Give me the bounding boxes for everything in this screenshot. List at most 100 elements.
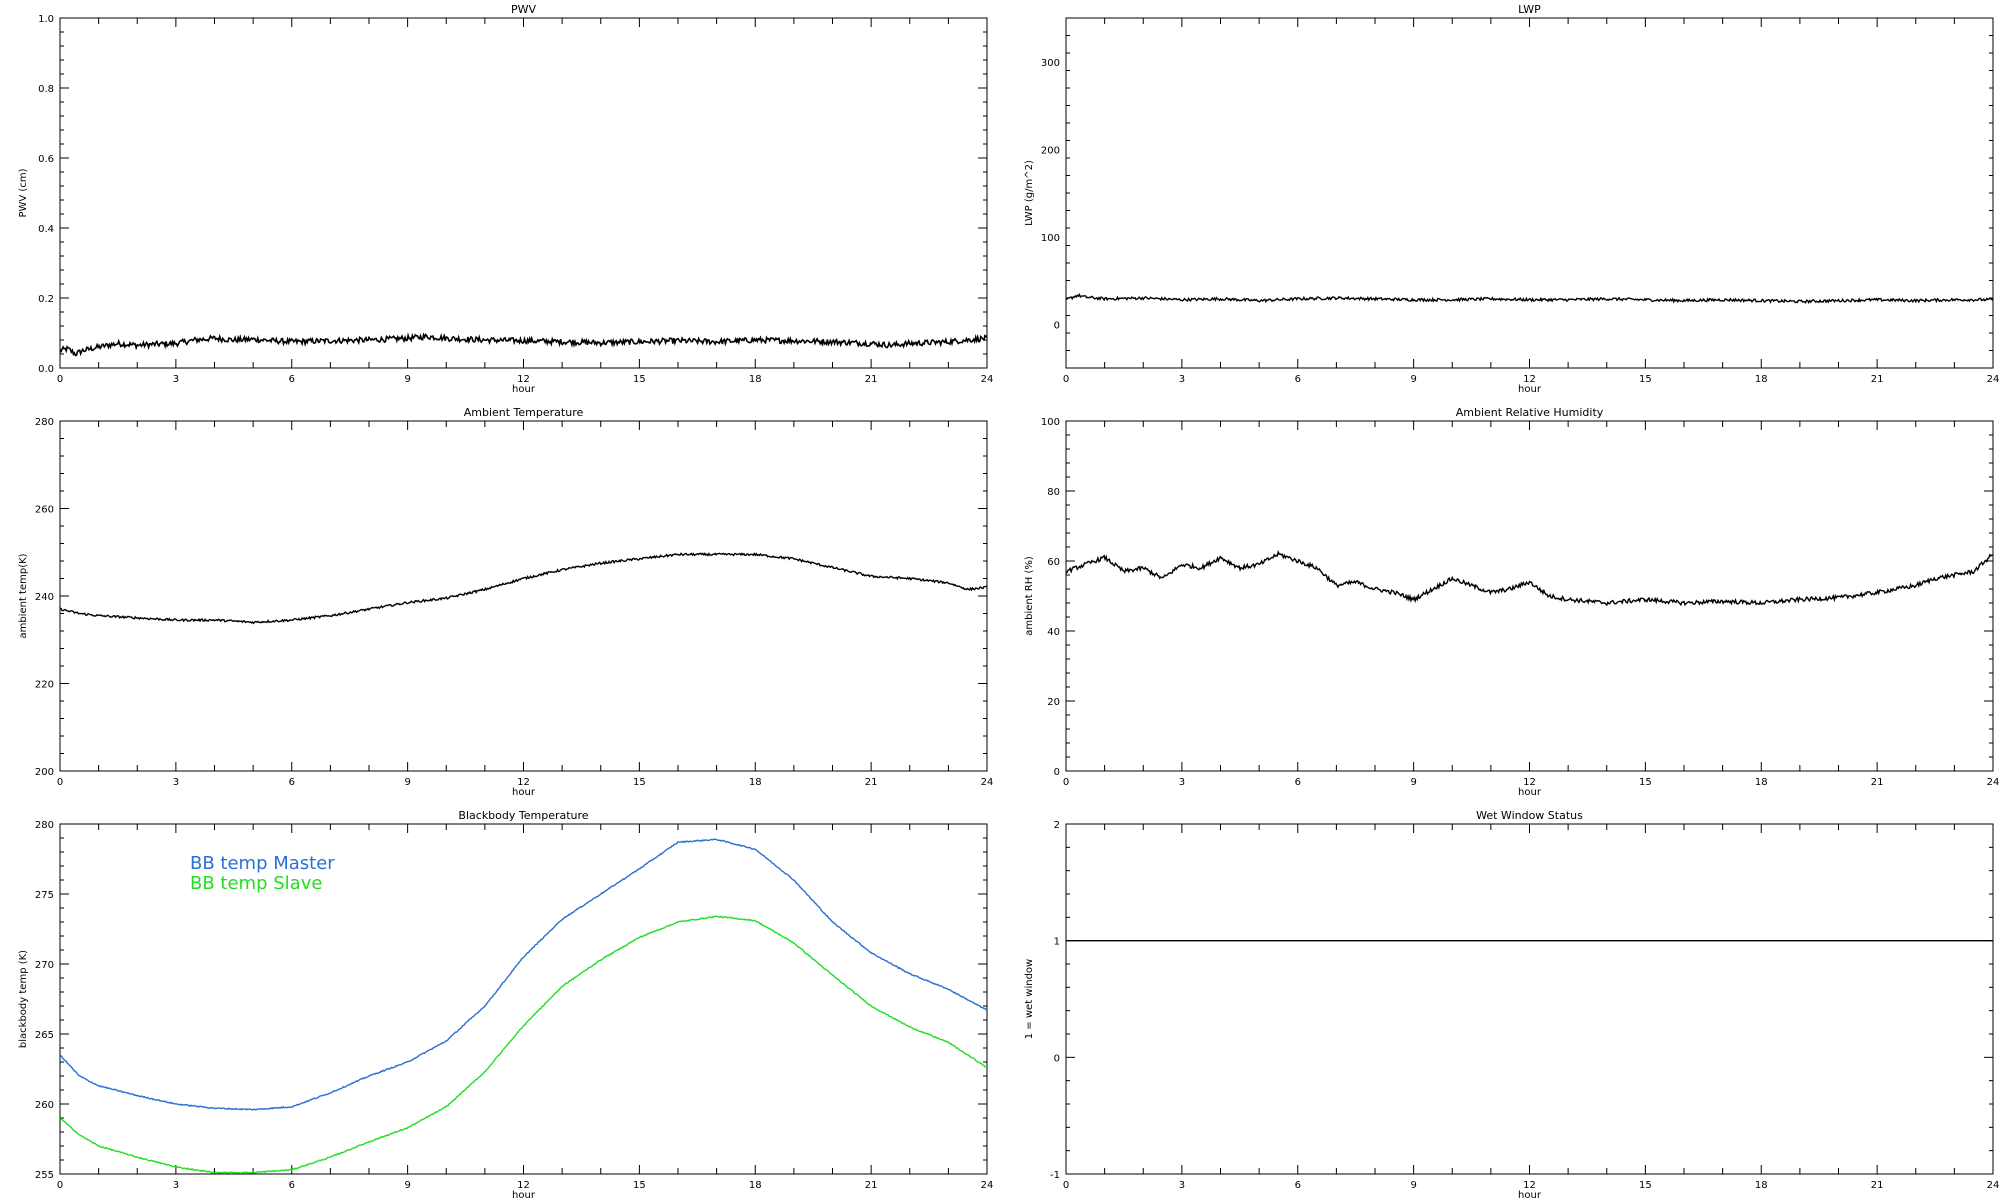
x-tick-label: 3 xyxy=(1179,1180,1185,1191)
x-tick-label: 9 xyxy=(1410,374,1416,385)
x-tick-label: 12 xyxy=(517,1180,530,1191)
x-tick-label: 6 xyxy=(289,374,295,385)
x-tick-label: 15 xyxy=(1639,1180,1652,1191)
y-tick-label: 0.0 xyxy=(38,364,54,375)
x-tick-label: 6 xyxy=(289,1180,295,1191)
series-line-0 xyxy=(1066,292,1993,304)
x-tick-label: 0 xyxy=(1063,1180,1069,1191)
x-tick-label: 0 xyxy=(57,777,63,788)
x-tick-label: 3 xyxy=(1179,777,1185,788)
y-axis-label: PWV (cm) xyxy=(18,168,29,217)
y-tick-label: 300 xyxy=(1041,58,1060,69)
x-tick-label: 24 xyxy=(981,777,994,788)
x-tick-label: 12 xyxy=(1523,1180,1536,1191)
x-tick-label: 24 xyxy=(1987,777,2000,788)
x-tick-label: 12 xyxy=(1523,777,1536,788)
x-tick-label: 15 xyxy=(633,1180,646,1191)
y-tick-label: 280 xyxy=(35,820,54,831)
y-tick-label: 20 xyxy=(1047,697,1060,708)
series-line-1 xyxy=(60,915,987,1174)
y-tick-label: 0 xyxy=(1054,1053,1060,1064)
y-tick-label: 0.2 xyxy=(38,294,54,305)
x-tick-label: 15 xyxy=(1639,777,1652,788)
y-tick-label: 0.8 xyxy=(38,84,54,95)
plot-frame xyxy=(1065,823,1994,1175)
chart-title: Wet Window Status xyxy=(1476,809,1583,822)
chart-ambient-relative-humidity: 0 3 6 9 12 15 18 21 24 0 20 40 60 80 100 Ambient Relati… xyxy=(1024,406,1999,798)
x-axis-label: hour xyxy=(1518,1190,1542,1200)
series-line-0 xyxy=(60,332,987,357)
y-tick-label: 80 xyxy=(1047,487,1060,498)
y-tick-label: 270 xyxy=(35,960,54,971)
x-tick-label: 6 xyxy=(1295,1180,1301,1191)
y-axis-label: blackbody temp (K) xyxy=(18,950,29,1048)
y-tick-label: 200 xyxy=(35,767,54,778)
y-tick-label: 255 xyxy=(35,1170,54,1181)
y-tick-label: 0.4 xyxy=(38,224,54,235)
x-tick-label: 0 xyxy=(57,374,63,385)
y-tick-label: 260 xyxy=(35,1100,54,1111)
chart-title: Blackbody Temperature xyxy=(458,809,588,822)
chart-blackbody-temperature: 0 3 6 9 12 15 18 21 24 255 260 265 270 275 280 Blackbod… xyxy=(18,809,993,1200)
x-tick-label: 21 xyxy=(865,374,878,385)
x-tick-label: 21 xyxy=(1871,1180,1884,1191)
plot-frame xyxy=(1065,17,1994,369)
y-tick-label: 200 xyxy=(1041,145,1060,156)
chart-title: Ambient Temperature xyxy=(464,406,584,419)
x-tick-label: 3 xyxy=(173,1180,179,1191)
y-axis-label: 1 = wet window xyxy=(1024,959,1035,1039)
y-axis-label: ambient temp(K) xyxy=(18,553,29,638)
chart-title: PWV xyxy=(511,3,537,16)
y-tick-label: 0 xyxy=(1054,320,1060,331)
chart-ambient-temperature: 0 3 6 9 12 15 18 21 24 200 220 240 260 280 Ambient Tem… xyxy=(18,406,993,798)
x-tick-label: 12 xyxy=(1523,374,1536,385)
chart-pwv: 0 3 6 9 12 15 18 21 24 0.0 0.2 0.4 0.6 0.8 1.0 PWV hour P… xyxy=(18,3,993,395)
y-tick-label: 260 xyxy=(35,505,54,516)
y-tick-label: 1 xyxy=(1054,937,1060,948)
x-tick-label: 6 xyxy=(289,777,295,788)
y-tick-label: -1 xyxy=(1050,1170,1060,1181)
y-tick-label: 100 xyxy=(1041,417,1060,428)
y-axis-label: ambient RH (%) xyxy=(1024,556,1035,636)
x-tick-label: 6 xyxy=(1295,777,1301,788)
y-tick-label: 275 xyxy=(35,890,54,901)
x-axis-label: hour xyxy=(512,384,536,395)
x-tick-label: 18 xyxy=(749,374,762,385)
x-tick-label: 12 xyxy=(517,374,530,385)
y-tick-label: 1.0 xyxy=(38,14,54,25)
chart-title: LWP xyxy=(1518,3,1541,16)
y-tick-label: 240 xyxy=(35,592,54,603)
y-tick-label: 40 xyxy=(1047,627,1060,638)
plot-frame xyxy=(59,17,988,369)
y-tick-label: 265 xyxy=(35,1030,54,1041)
y-tick-label: 0.6 xyxy=(38,154,54,165)
y-tick-label: 2 xyxy=(1054,820,1060,831)
chart-lwp: 0 3 6 9 12 15 18 21 24 0 100 200 300 LWP hour LWP (g/m^… xyxy=(1024,3,1999,395)
x-tick-label: 18 xyxy=(749,1180,762,1191)
series-line-0 xyxy=(60,552,987,625)
x-tick-label: 9 xyxy=(404,1180,410,1191)
x-tick-label: 21 xyxy=(865,1180,878,1191)
y-tick-label: 60 xyxy=(1047,557,1060,568)
x-axis-label: hour xyxy=(1518,384,1542,395)
legend-entry: BB temp Master xyxy=(190,853,335,874)
chart-title: Ambient Relative Humidity xyxy=(1456,406,1604,419)
x-tick-label: 9 xyxy=(1410,1180,1416,1191)
y-tick-label: 0 xyxy=(1054,767,1060,778)
x-axis-label: hour xyxy=(512,1190,536,1200)
x-tick-label: 12 xyxy=(517,777,530,788)
y-tick-label: 220 xyxy=(35,680,54,691)
x-tick-label: 9 xyxy=(404,374,410,385)
y-tick-label: 280 xyxy=(35,417,54,428)
x-axis-label: hour xyxy=(1518,787,1542,798)
x-tick-label: 0 xyxy=(57,1180,63,1191)
x-tick-label: 18 xyxy=(1755,777,1768,788)
x-tick-label: 3 xyxy=(173,374,179,385)
y-tick-label: 100 xyxy=(1041,233,1060,244)
x-tick-label: 18 xyxy=(1755,1180,1768,1191)
series-line-0 xyxy=(1066,550,1993,607)
x-tick-label: 15 xyxy=(1639,374,1652,385)
x-tick-label: 6 xyxy=(1295,374,1301,385)
